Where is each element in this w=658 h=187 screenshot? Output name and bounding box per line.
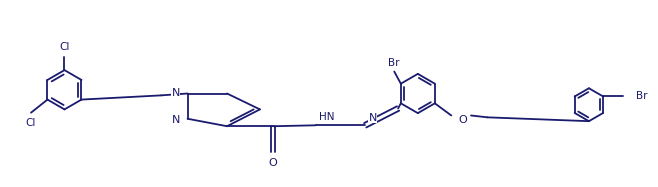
Text: Br: Br xyxy=(388,58,400,68)
Text: Cl: Cl xyxy=(26,118,36,128)
Text: N: N xyxy=(368,113,377,123)
Text: N: N xyxy=(172,115,180,125)
Text: Br: Br xyxy=(636,91,647,102)
Text: O: O xyxy=(459,115,467,125)
Text: HN: HN xyxy=(319,112,335,122)
Text: N: N xyxy=(172,88,180,98)
Text: Cl: Cl xyxy=(59,42,70,52)
Text: O: O xyxy=(268,158,278,168)
